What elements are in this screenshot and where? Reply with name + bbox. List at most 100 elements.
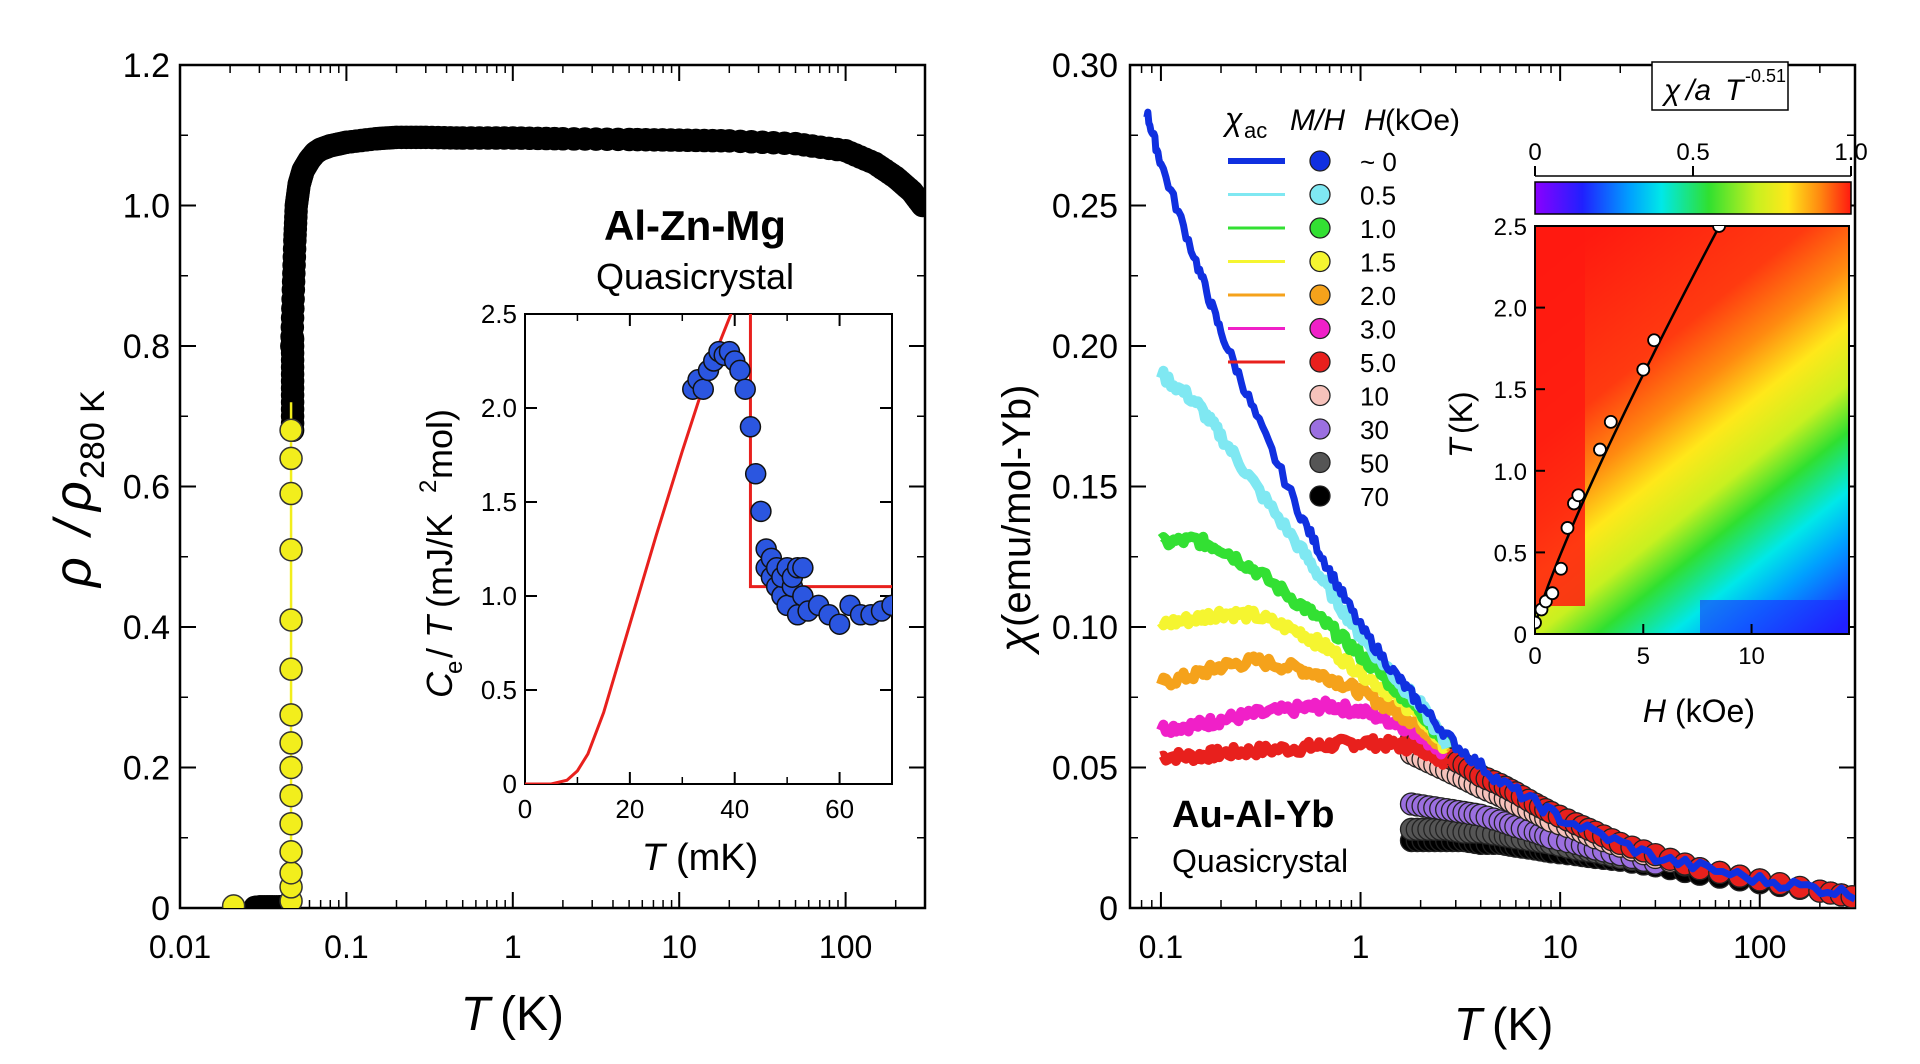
right-x-axis-title-T: T xyxy=(1454,998,1485,1050)
left-yellow-point xyxy=(279,811,303,836)
legend-marker xyxy=(1309,485,1331,507)
colorbar-tick-label: 0.5 xyxy=(1676,139,1709,166)
colorbar xyxy=(1534,181,1852,215)
left-x-axis-title-T: T xyxy=(461,988,494,1041)
legend-header-H: H xyxy=(1364,104,1386,137)
inset-left-y-tick-label: 0 xyxy=(503,769,517,799)
inset-left-x-tick-label: 0 xyxy=(518,794,532,824)
inset-left-point xyxy=(739,416,762,438)
inset-left-y-tick-label: 2.5 xyxy=(481,299,517,329)
heatmap-base xyxy=(1535,226,1849,634)
inset-right-crossover-point xyxy=(1571,488,1586,503)
left-black-point xyxy=(910,193,925,218)
left-yellow-point xyxy=(279,840,303,864)
inset-left-y-tick-label: 1.5 xyxy=(481,487,517,517)
legend-label: 1.5 xyxy=(1360,248,1396,278)
inset-right-crossover-point xyxy=(1554,561,1568,576)
right-y-axis-unit: (emu/mol-Yb) xyxy=(995,385,1039,627)
right-line-1.5 xyxy=(1157,604,1451,755)
legend-marker xyxy=(1309,284,1331,306)
left-x-tick-label: 0.1 xyxy=(324,929,368,965)
left-x-tick-label: 1 xyxy=(504,929,522,965)
left-inset-y-sup: 2 xyxy=(415,480,442,493)
left-y-axis-rho2: ρ xyxy=(44,481,102,513)
left-y-tick-label: 0.8 xyxy=(123,328,170,366)
right-inset: χ /a T -0.51 0 0.5 1.0 0 5 10 0 0.5 1.0 1.5 2.0 2.… xyxy=(1443,61,1868,729)
left-inset-y-unit-b: mol) xyxy=(419,409,460,479)
inset-right-crossover-point xyxy=(1535,615,1542,630)
right-inset-y-T: T xyxy=(1443,436,1479,458)
right-y-tick-label: 0.20 xyxy=(1052,328,1118,366)
left-y-tick-label: 0 xyxy=(151,890,170,928)
colorbar-title-T: T xyxy=(1725,74,1746,107)
legend-label: ~ 0 xyxy=(1360,147,1397,177)
left-yellow-point xyxy=(279,446,303,471)
inset-left-x-tick-label: 60 xyxy=(825,794,854,824)
left-inset-y-T: T xyxy=(419,613,460,638)
legend-header-MH: M/H xyxy=(1290,104,1345,137)
inset-right-crossover-point xyxy=(1545,586,1560,601)
inset-right-x-tick-label: 5 xyxy=(1637,643,1650,670)
colorbar-tick-label: 0 xyxy=(1528,139,1541,166)
left-inset-axis-ticks: 0 20 40 60 0 0.5 1.0 1.5 2.0 2.5 xyxy=(481,299,892,824)
right-x-tick-label: 10 xyxy=(1542,929,1578,965)
legend-label: 1.0 xyxy=(1360,214,1396,244)
inset-right-crossover-point xyxy=(1636,362,1651,377)
legend-marker xyxy=(1309,150,1331,172)
right-y-axis-title: χ (emu/mol-Yb) xyxy=(991,385,1040,656)
left-y-tick-label: 0.6 xyxy=(123,469,170,507)
left-annotation-subtitle: Quasicrystal xyxy=(596,256,794,297)
left-x-tick-label: 100 xyxy=(819,929,872,965)
legend-label: 0.5 xyxy=(1360,181,1396,211)
right-annotation-subtitle: Quasicrystal xyxy=(1172,843,1348,879)
colorbar-ticks: 0 0.5 1.0 xyxy=(1528,139,1868,177)
inset-right-y-tick-label: 0.5 xyxy=(1494,540,1527,567)
inset-left-fit-line xyxy=(525,314,892,784)
inset-left-x-tick-label: 20 xyxy=(615,794,644,824)
left-y-tick-label: 0.4 xyxy=(123,609,170,647)
left-yellow-point xyxy=(279,731,303,755)
inset-left-point xyxy=(881,594,892,617)
inset-right-x-tick-label: 0 xyxy=(1528,643,1541,670)
inset-right-crossover-line xyxy=(1535,230,1719,627)
heatmap-low-field-red xyxy=(1535,226,1585,606)
right-inset-data-layer xyxy=(1535,226,1726,630)
inset-left-point xyxy=(792,557,814,579)
legend-marker xyxy=(1309,351,1331,373)
right-y-tick-label: 0 xyxy=(1099,890,1118,928)
inset-right-crossover-point xyxy=(1647,333,1662,348)
right-y-tick-label: 0.05 xyxy=(1052,750,1118,788)
right-x-tick-label: 0.1 xyxy=(1139,929,1183,965)
right-x-tick-label: 100 xyxy=(1733,929,1786,965)
left-yellow-point xyxy=(279,418,303,443)
inset-left-point xyxy=(828,613,851,635)
inset-right-y-tick-label: 1.0 xyxy=(1494,459,1527,486)
inset-left-point xyxy=(734,378,756,400)
inset-right-crossover-point xyxy=(1603,414,1618,429)
legend-marker xyxy=(1309,418,1331,440)
inset-left-point xyxy=(744,463,767,485)
colorbar-tick-label: 1.0 xyxy=(1834,139,1867,166)
inset-right-x-tick-label: 10 xyxy=(1738,643,1765,670)
inset-right-y-tick-label: 1.5 xyxy=(1494,377,1527,404)
right-line-1.0 xyxy=(1157,531,1452,750)
left-inset-data-layer xyxy=(525,314,892,784)
legend-marker xyxy=(1309,183,1331,206)
left-y-axis-title: ρ / ρ 280 K xyxy=(44,390,112,589)
heatmap-frame xyxy=(1534,225,1850,635)
right-line-0.5 xyxy=(1156,365,1452,750)
inset-right-crossover-point xyxy=(1593,442,1607,457)
right-inset-x-title-unit: (kOe) xyxy=(1675,693,1755,729)
left-x-tick-label: 0.01 xyxy=(149,929,211,965)
legend-marker xyxy=(1309,384,1331,407)
left-y-tick-label: 1.0 xyxy=(123,188,170,226)
inset-left-y-tick-label: 1.0 xyxy=(481,581,517,611)
right-x-tick-label: 1 xyxy=(1352,929,1370,965)
colorbar-title-a: /a xyxy=(1684,74,1711,107)
right-y-axis-chi: χ xyxy=(991,627,1040,656)
right-line-5.0 xyxy=(1158,733,1451,770)
legend-label: 70 xyxy=(1360,482,1389,512)
